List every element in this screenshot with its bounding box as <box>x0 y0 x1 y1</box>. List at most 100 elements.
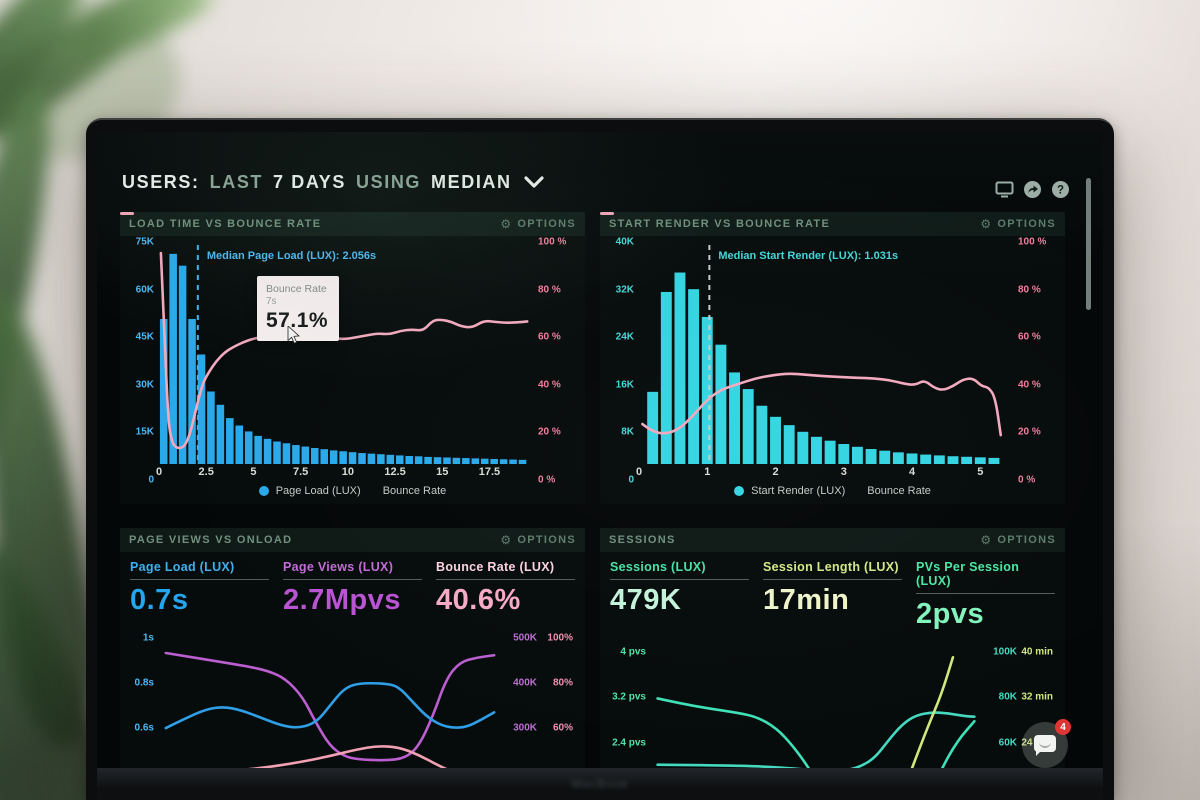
axis-tick-label: 40 % <box>1018 379 1041 391</box>
legend-marker <box>734 486 745 496</box>
legend-label: Page Load (LUX) <box>275 485 361 497</box>
histogram-bar <box>433 457 442 464</box>
metric-label: Session Length (LUX) <box>763 560 899 574</box>
histogram-bar <box>358 453 366 464</box>
histogram-bar <box>742 389 754 464</box>
histogram-bar <box>480 458 489 464</box>
axis-tick-label: 75K <box>135 236 154 248</box>
help-icon[interactable]: ? <box>1051 180 1070 199</box>
metric-page-load: Page Load (LUX) 0.7s <box>130 560 269 617</box>
chart-legend: Start Render (LUX) Bounce Rate <box>600 212 1065 502</box>
metric-value: 0.7s <box>130 584 189 616</box>
scrollbar-thumb[interactable] <box>1086 178 1091 310</box>
median-annotation: Median Start Render (LUX): 1.031s <box>718 250 899 262</box>
monitor-icon[interactable] <box>995 180 1014 199</box>
series-line <box>164 681 496 730</box>
x-tick-label: 2 <box>772 466 779 478</box>
histogram-bar <box>729 372 741 464</box>
axis-tick-label: 0 <box>148 474 154 486</box>
axis-tick-label: 500K 100% <box>513 632 573 644</box>
legend-marker <box>600 212 614 215</box>
options-label: OPTIONS <box>997 534 1056 546</box>
histogram-bar <box>207 391 215 464</box>
metric-session-length: Session Length (LUX) 17min <box>763 560 902 631</box>
histogram-bar <box>688 289 700 464</box>
y-axis-left: 1s 0.8s 0.6s 0.4s <box>126 625 159 768</box>
x-tick-label: 5 <box>977 466 984 478</box>
plot-area: Median Start Render (LUX): 1.031s 0 1 2 3 4 5 <box>636 242 1011 480</box>
tooltip-title: Bounce Rate <box>266 283 327 295</box>
series-line <box>164 651 496 762</box>
chevron-down-icon[interactable] <box>524 172 544 193</box>
options-button[interactable]: ⚙ OPTIONS <box>500 218 576 230</box>
y-axis-right: 100 % 80 % 60 % 40 % 20 % 0 % <box>531 237 579 486</box>
metric-divider <box>916 593 1055 594</box>
x-tick-label: 5 <box>250 466 257 478</box>
x-tick-label: 3 <box>840 466 847 478</box>
mouse-cursor-icon <box>287 326 300 344</box>
metric-value: 479K <box>610 584 682 616</box>
metric-divider <box>610 579 749 580</box>
options-button[interactable]: ⚙ OPTIONS <box>500 534 576 546</box>
metric-label: PVs Per Session (LUX) <box>916 560 1020 588</box>
legend-marker <box>120 212 134 215</box>
options-button[interactable]: ⚙ OPTIONS <box>980 218 1056 230</box>
histogram-bar <box>178 265 187 464</box>
axis-tick-label: 0.6s <box>134 722 154 734</box>
histogram-bar <box>405 456 413 464</box>
start-render-histogram-chart <box>641 245 1003 464</box>
laptop-logo: MacBook <box>571 777 629 791</box>
options-button[interactable]: ⚙ OPTIONS <box>980 534 1056 546</box>
gear-icon: ⚙ <box>980 533 993 547</box>
histogram-bar <box>961 456 973 464</box>
axis-tick-label: 40 % <box>538 379 561 391</box>
metric-label: Page Views (LUX) <box>283 560 394 574</box>
histogram-bar <box>838 444 850 464</box>
histogram-bar <box>851 446 863 464</box>
metric-sessions: Sessions (LUX) 479K <box>610 560 749 631</box>
histogram-bar <box>701 316 713 464</box>
metric-divider <box>436 579 575 580</box>
series-line <box>656 711 976 768</box>
x-tick-label: 4 <box>908 466 916 478</box>
series-line <box>247 745 448 768</box>
chat-widget-button[interactable]: 4 <box>1022 719 1071 768</box>
axis-tick-label: 4 pvs <box>620 646 646 658</box>
axis-tick-label: 3.2 pvs <box>612 691 646 703</box>
share-icon[interactable] <box>1023 180 1042 199</box>
plant-leaf <box>0 76 80 504</box>
y-axis-left: 40K 32K 24K 16K 8K 0 <box>606 237 639 486</box>
dashboard-title-dropdown[interactable]: USERS: LAST 7 DAYS USING MEDIAN <box>122 172 544 193</box>
metric-divider <box>130 579 269 580</box>
load-time-histogram-chart <box>159 245 529 464</box>
legend-label: Start Render (LUX) <box>751 485 846 497</box>
histogram-bar <box>518 459 527 464</box>
axis-tick-label: 45K <box>135 331 154 343</box>
options-label: OPTIONS <box>517 534 576 546</box>
histogram-bar <box>273 441 281 464</box>
histogram-bar <box>783 425 795 464</box>
axis-tick-label: 400K 80% <box>513 677 573 689</box>
plot-area: Median Page Load (LUX): 2.056s Bounce Ra… <box>156 242 531 480</box>
tooltip-subtitle: 7s <box>266 296 277 307</box>
histogram-bar <box>471 458 480 464</box>
series-line <box>910 655 955 768</box>
legend-label: Bounce Rate <box>382 485 447 497</box>
metric-value: 17min <box>763 584 850 616</box>
laptop-chin: MacBook <box>97 768 1103 800</box>
x-tick-label: 17.5 <box>478 466 501 478</box>
axis-tick-label: 0.8s <box>134 677 154 689</box>
plant-leaf <box>45 0 221 76</box>
panel-header: SESSIONS ⚙ OPTIONS <box>600 528 1065 552</box>
gear-icon: ⚙ <box>500 217 513 231</box>
axis-tick-label: 0.4s <box>135 767 154 768</box>
gear-icon: ⚙ <box>500 533 513 547</box>
metric-label: Sessions (LUX) <box>610 560 706 574</box>
histogram-bar <box>988 457 1000 464</box>
histogram-bar <box>462 458 470 464</box>
histogram-bar <box>490 458 498 464</box>
axis-tick-label: 16K <box>615 379 634 391</box>
chat-smile-icon <box>1039 741 1051 748</box>
axis-tick-label: 24K <box>615 331 634 343</box>
histogram-bar <box>452 457 461 464</box>
